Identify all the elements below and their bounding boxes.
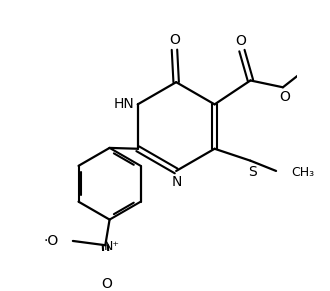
Text: S: S [248,165,256,179]
Text: N⁺: N⁺ [104,240,120,253]
Text: O: O [235,34,246,48]
Text: O: O [279,90,290,104]
Text: CH₃: CH₃ [291,166,314,179]
Text: ·O: ·O [44,234,59,248]
Text: N: N [172,175,182,189]
Text: HN: HN [114,97,134,111]
Text: O: O [102,278,113,291]
Text: O: O [169,33,180,47]
